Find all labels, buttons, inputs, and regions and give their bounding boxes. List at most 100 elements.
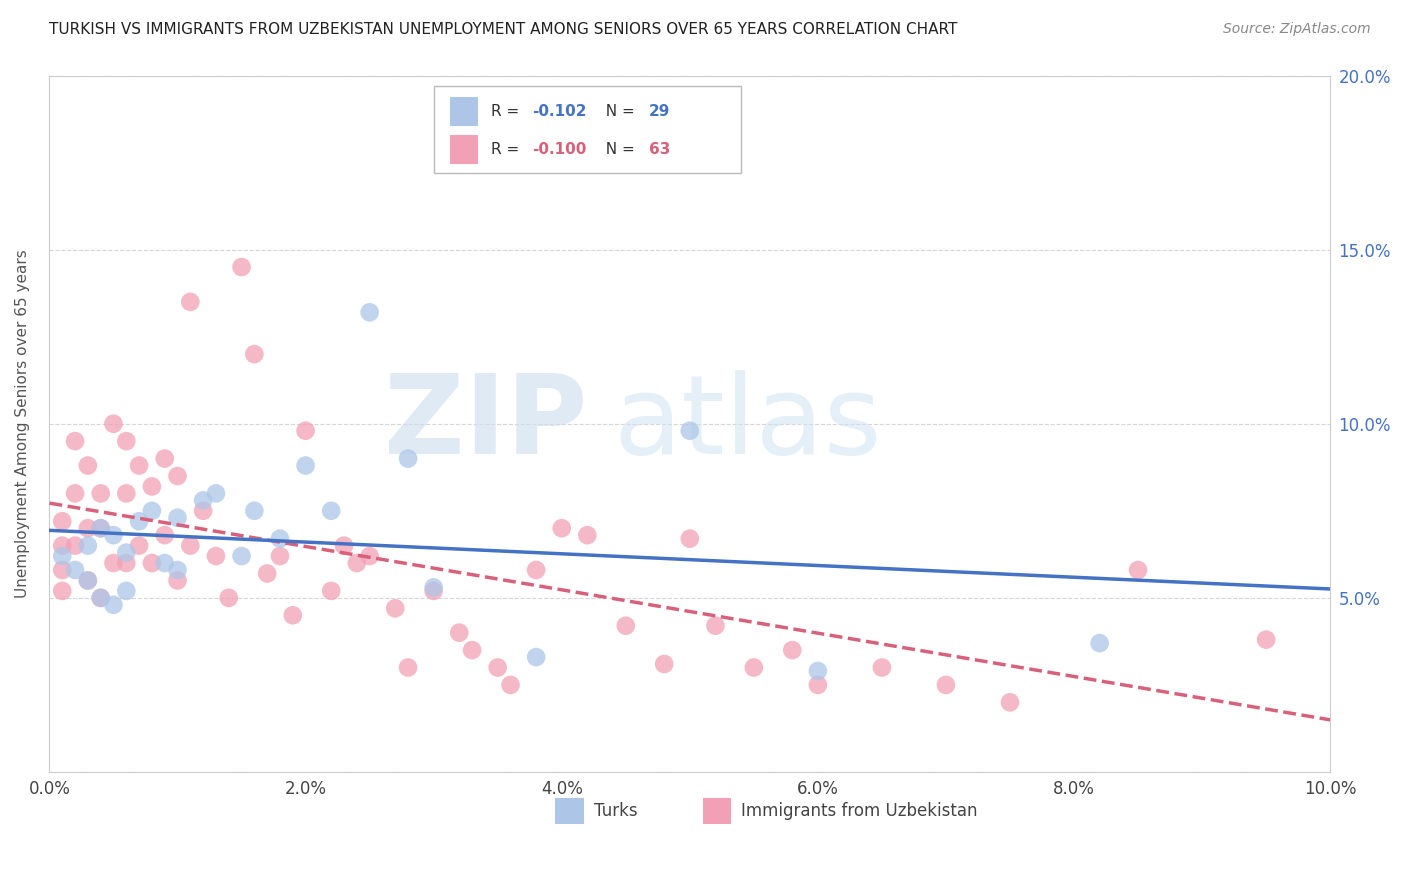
Point (76, 458, 98, 473)
Point (396, 660, 419, 674)
Point (499, 678, 522, 692)
Point (115, 556, 138, 570)
Point (704, 618, 727, 632)
Point (76, 521, 98, 535)
Point (679, 532, 702, 546)
Point (166, 510, 188, 524)
Text: 63: 63 (648, 142, 671, 157)
Text: R =: R = (491, 104, 524, 120)
Text: ZIP: ZIP (384, 370, 588, 477)
Point (870, 660, 893, 674)
Point (256, 566, 278, 581)
Point (51, 539, 73, 553)
Point (333, 539, 356, 553)
Point (141, 504, 163, 518)
Text: Immigrants from Uzbekistan: Immigrants from Uzbekistan (741, 802, 977, 820)
Point (103, 528, 125, 542)
Point (1256, 632, 1278, 647)
Text: -0.100: -0.100 (533, 142, 586, 157)
Point (90, 521, 112, 535)
Point (231, 260, 253, 274)
Point (461, 643, 484, 657)
Point (742, 660, 765, 674)
Point (396, 451, 419, 466)
Point (269, 549, 291, 563)
Point (422, 583, 444, 598)
FancyBboxPatch shape (703, 797, 731, 824)
Point (51, 583, 73, 598)
Point (218, 591, 240, 605)
Point (153, 528, 176, 542)
Point (422, 581, 444, 595)
Point (614, 618, 637, 632)
Point (90, 486, 112, 500)
Point (51, 549, 73, 563)
Text: atlas: atlas (613, 370, 882, 477)
Point (269, 532, 291, 546)
Point (243, 504, 266, 518)
Point (166, 563, 188, 577)
Point (128, 539, 150, 553)
Point (243, 347, 266, 361)
Point (294, 424, 316, 438)
Point (359, 305, 381, 319)
Point (780, 643, 803, 657)
Point (51, 563, 73, 577)
Point (807, 678, 830, 692)
Text: Turks: Turks (593, 802, 637, 820)
Point (179, 539, 201, 553)
Point (128, 514, 150, 528)
Point (90, 591, 112, 605)
Point (90, 521, 112, 535)
Point (128, 458, 150, 473)
Point (166, 574, 188, 588)
FancyBboxPatch shape (450, 135, 478, 164)
Point (90, 591, 112, 605)
Point (652, 657, 675, 671)
Point (51, 514, 73, 528)
Point (115, 583, 138, 598)
Point (141, 479, 163, 493)
Point (346, 556, 368, 570)
Point (524, 563, 547, 577)
Point (63, 486, 86, 500)
Point (205, 549, 228, 563)
Point (115, 486, 138, 500)
Point (998, 695, 1021, 709)
Point (76, 574, 98, 588)
Point (115, 545, 138, 559)
Point (679, 424, 702, 438)
Point (153, 556, 176, 570)
Point (76, 539, 98, 553)
FancyBboxPatch shape (450, 97, 478, 127)
Point (359, 549, 381, 563)
Point (166, 469, 188, 483)
Point (103, 556, 125, 570)
Point (1088, 636, 1111, 650)
Point (63, 434, 86, 449)
FancyBboxPatch shape (555, 797, 583, 824)
Point (141, 556, 163, 570)
Text: TURKISH VS IMMIGRANTS FROM UZBEKISTAN UNEMPLOYMENT AMONG SENIORS OVER 65 YEARS C: TURKISH VS IMMIGRANTS FROM UZBEKISTAN UN… (49, 22, 957, 37)
Point (1126, 563, 1149, 577)
Text: -0.102: -0.102 (533, 104, 586, 120)
Y-axis label: Unemployment Among Seniors over 65 years: Unemployment Among Seniors over 65 years (15, 250, 30, 599)
Point (115, 434, 138, 449)
Point (321, 583, 343, 598)
Point (449, 625, 471, 640)
Point (294, 458, 316, 473)
Point (551, 521, 574, 535)
Point (63, 539, 86, 553)
Point (524, 650, 547, 665)
Text: Source: ZipAtlas.com: Source: ZipAtlas.com (1223, 22, 1371, 37)
Point (231, 549, 253, 563)
Point (179, 294, 201, 309)
Point (76, 574, 98, 588)
Point (103, 598, 125, 612)
Point (576, 528, 599, 542)
Text: 29: 29 (648, 104, 671, 120)
Text: N =: N = (596, 104, 640, 120)
Point (935, 678, 957, 692)
Text: R =: R = (491, 142, 524, 157)
Point (384, 601, 406, 615)
